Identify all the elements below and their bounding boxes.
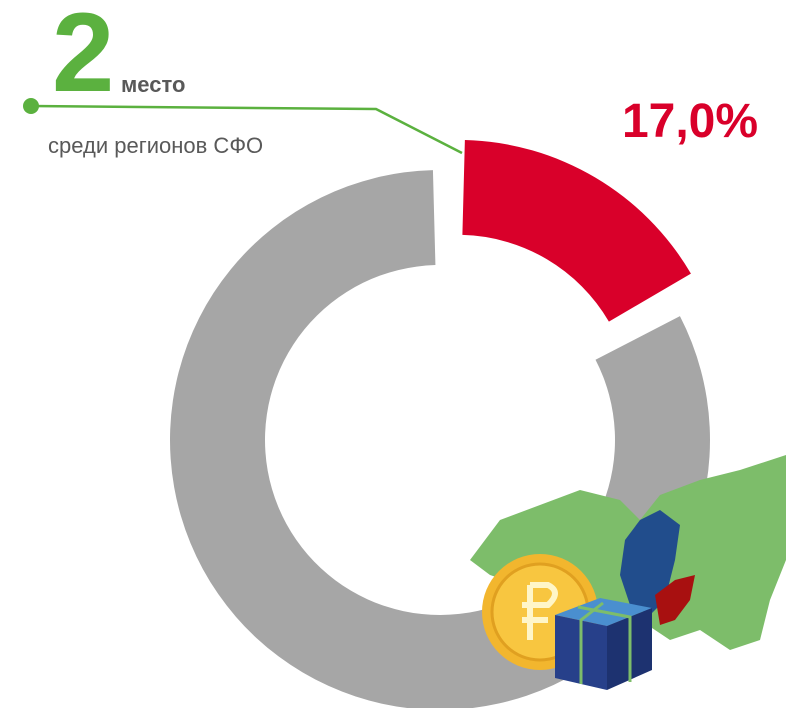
leader-line xyxy=(30,104,463,155)
ruble-sign xyxy=(522,582,558,640)
rank-number: 2 xyxy=(52,0,110,115)
donut-slice xyxy=(462,139,691,322)
box-ribbon xyxy=(577,601,632,684)
illustration xyxy=(470,455,786,690)
rank-label: место xyxy=(121,72,185,97)
subtitle: среди регионов СФО xyxy=(48,133,263,158)
map-highlight xyxy=(655,575,695,625)
value-label: 17,0% xyxy=(622,95,758,148)
